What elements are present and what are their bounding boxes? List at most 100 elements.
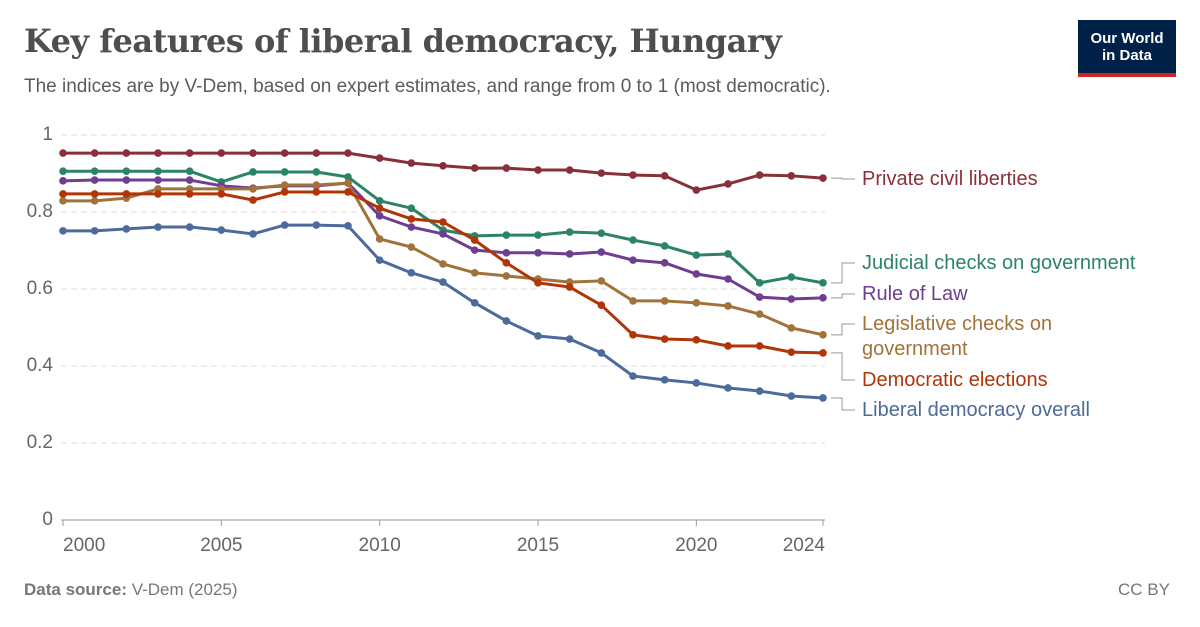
data-point	[597, 349, 606, 357]
data-point	[534, 166, 542, 174]
y-tick-label: 0.2	[27, 432, 53, 453]
data-point	[154, 149, 162, 157]
chart-title: Key features of liberal democracy, Hunga…	[24, 22, 782, 60]
data-point	[312, 168, 321, 176]
x-tick-label: 2015	[517, 535, 559, 556]
data-point	[597, 169, 606, 177]
data-point	[660, 297, 669, 305]
data-point	[90, 197, 99, 205]
data-point	[660, 376, 669, 384]
source[interactable]: V-Dem (2025)	[131, 580, 238, 599]
y-tick-label: 0.6	[27, 278, 53, 299]
data-point	[660, 335, 669, 343]
data-point	[534, 231, 542, 239]
data-point	[629, 236, 637, 244]
data-point	[280, 168, 289, 176]
data-point	[724, 180, 732, 188]
data-point	[217, 226, 226, 234]
data-point	[59, 149, 67, 157]
label-connector	[831, 177, 855, 180]
data-point	[249, 185, 257, 193]
data-point	[692, 299, 701, 307]
data-point	[819, 394, 827, 402]
data-point	[534, 279, 542, 287]
series-line	[63, 190, 824, 355]
data-point	[407, 269, 416, 277]
data-point	[755, 171, 764, 179]
data-point	[534, 332, 542, 340]
y-tick-label: 0	[42, 509, 53, 530]
data-point	[249, 196, 257, 204]
data-point	[597, 277, 606, 285]
data-point	[629, 372, 637, 380]
data-point	[724, 384, 732, 392]
data-point	[470, 246, 479, 254]
data-point	[534, 249, 542, 257]
data-point	[502, 259, 511, 267]
data-point	[660, 242, 669, 250]
data-point	[217, 149, 226, 157]
data-point	[724, 302, 732, 310]
legend-label[interactable]: Liberal democracy overall	[862, 398, 1090, 421]
data-point	[470, 164, 479, 172]
license[interactable]: CC BY	[1118, 580, 1170, 599]
data-point	[629, 297, 637, 305]
data-point	[565, 228, 574, 236]
data-point	[344, 188, 352, 196]
data-point	[122, 176, 131, 184]
data-point	[280, 188, 289, 196]
data-point	[59, 227, 67, 235]
data-point	[787, 392, 796, 400]
legend-label[interactable]: Legislative checks on government	[862, 312, 1053, 360]
data-point	[375, 212, 384, 220]
data-point	[59, 177, 67, 185]
data-point	[660, 259, 669, 267]
data-point	[185, 190, 194, 198]
x-tick-label: 2010	[359, 535, 401, 556]
data-point	[787, 273, 796, 281]
data-point	[755, 279, 764, 287]
data-point	[502, 231, 511, 239]
data-point	[249, 230, 257, 238]
data-point	[375, 204, 384, 212]
data-point	[375, 235, 384, 243]
data-point	[344, 173, 352, 181]
data-point	[819, 279, 827, 287]
data-point	[755, 293, 764, 301]
data-point	[344, 179, 352, 187]
data-point	[154, 190, 162, 198]
x-tick-label: 2000	[63, 535, 105, 556]
data-point	[280, 221, 289, 229]
data-point	[597, 229, 606, 237]
data-point	[375, 256, 384, 264]
data-point	[787, 348, 796, 356]
data-point	[629, 256, 637, 264]
data-point	[787, 172, 796, 180]
legend-label[interactable]: Private civil liberties	[862, 167, 1038, 190]
logo[interactable]: Our World in Data	[1078, 20, 1176, 77]
data-point	[344, 149, 352, 157]
legend-label[interactable]: Judicial checks on government	[862, 251, 1136, 274]
data-point	[280, 149, 289, 157]
data-point	[692, 186, 701, 194]
data-point	[407, 204, 416, 212]
data-point	[439, 278, 447, 286]
data-point	[565, 250, 574, 258]
data-point	[787, 324, 796, 332]
legend-label[interactable]: Rule of Law	[862, 282, 968, 305]
data-point	[59, 190, 67, 198]
data-point	[407, 243, 416, 251]
legend-label[interactable]: Democratic elections	[862, 368, 1048, 391]
data-point	[217, 190, 226, 198]
data-point	[59, 167, 67, 175]
data-point	[439, 260, 447, 268]
data-point	[724, 250, 732, 258]
data-point	[312, 149, 321, 157]
data-point	[59, 197, 67, 205]
data-point	[629, 331, 637, 339]
data-point	[502, 272, 511, 280]
data-point	[597, 248, 606, 256]
data-point	[755, 310, 764, 318]
